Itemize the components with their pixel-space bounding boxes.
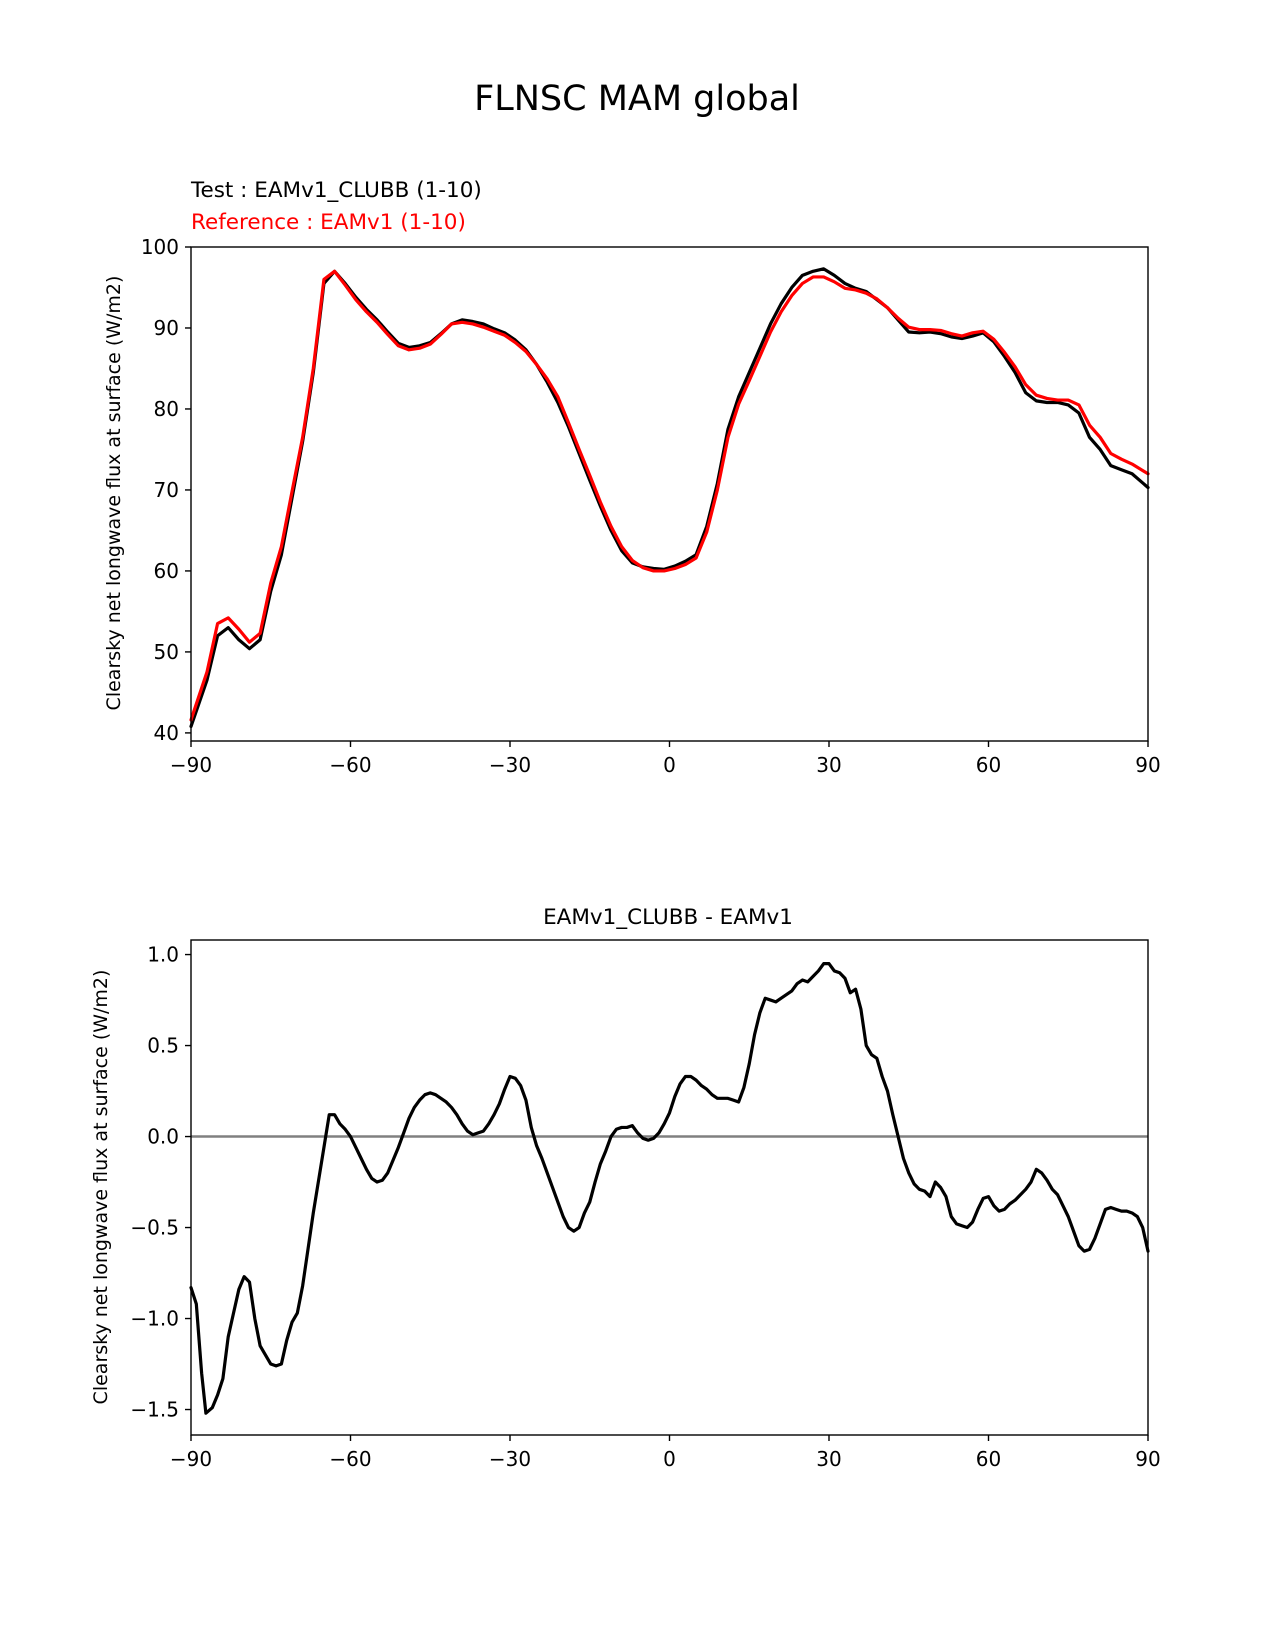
top-x-tick-label: 0 [663,753,676,777]
top-y-tick-label: 60 [154,559,179,583]
bottom-y-tick-label: 0.5 [147,1034,179,1058]
bottom-y-tick-label: −1.5 [130,1398,179,1422]
top-x-tick-label: 90 [1135,753,1160,777]
test-label: Test : EAMv1_CLUBB (1-10) [190,178,482,203]
top-y-tick-label: 90 [154,316,179,340]
top-plot-area: −90 −60 −30 0 30 60 90 40 50 60 70 80 90 100 [141,235,1161,777]
top-x-tick-label: −30 [489,753,531,777]
bottom-x-tick-label: 0 [663,1447,676,1471]
bottom-x-tick-label: −60 [329,1447,371,1471]
top-y-axis-label: Clearsky net longwave flux at surface (W… [103,276,125,711]
bottom-y-tick-label: −0.5 [130,1216,179,1240]
bottom-x-tick-label: 30 [816,1447,841,1471]
top-x-tick-label: 60 [976,753,1001,777]
top-y-tick-label: 50 [154,640,179,664]
top-y-tick-label: 80 [154,397,179,421]
bottom-y-axis-label: Clearsky net longwave flux at surface (W… [90,970,112,1405]
top-reference-series-line [189,269,1150,722]
reference-label: Reference : EAMv1 (1-10) [191,210,466,235]
top-panel: Test : EAMv1_CLUBB (1-10) Reference : EA… [103,178,1161,777]
bottom-x-tick-label: 60 [976,1447,1001,1471]
bottom-y-tick-label: 0.0 [147,1125,179,1149]
top-x-tick-label: −60 [329,753,371,777]
bottom-title: EAMv1_CLUBB - EAMv1 [543,905,793,930]
top-x-tick-label: −90 [170,753,212,777]
top-y-tick-label: 100 [141,235,179,259]
top-y-tick-label: 70 [154,478,179,502]
top-y-tick-label: 40 [154,721,179,745]
bottom-y-tick-label: 1.0 [147,943,179,967]
bottom-plot-area: −90 −60 −30 0 30 60 90 −1.5 −1.0 −0.5 0.0 0.5 1.0 [130,939,1161,1471]
bottom-y-tick-label: −1.0 [130,1307,179,1331]
bottom-panel: EAMv1_CLUBB - EAMv1 Clearsky net longwav… [90,905,1161,1471]
figure-title: FLNSC MAM global [474,79,800,119]
bottom-difference-series-line [189,962,1150,1415]
bottom-x-tick-label: −30 [489,1447,531,1471]
bottom-x-tick-label: −90 [170,1447,212,1471]
bottom-x-tick-label: 90 [1135,1447,1160,1471]
top-x-tick-label: 30 [816,753,841,777]
